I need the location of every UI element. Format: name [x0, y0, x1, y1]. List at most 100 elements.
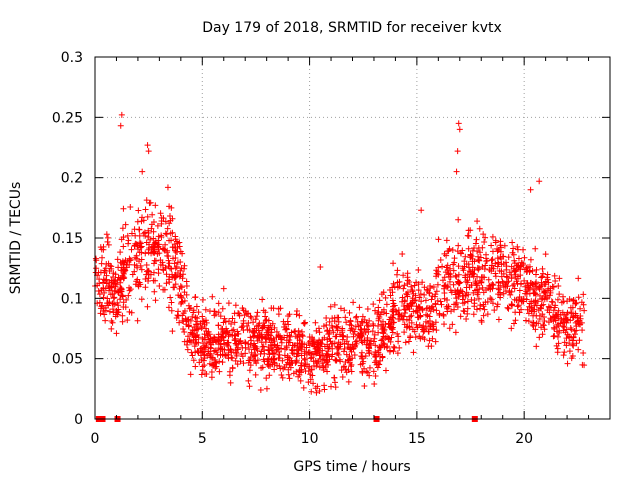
data-point	[575, 294, 582, 301]
data-point	[219, 351, 226, 358]
data-point	[401, 297, 408, 304]
data-point	[190, 357, 197, 364]
data-point	[109, 319, 116, 326]
data-point	[473, 282, 480, 289]
data-point	[250, 319, 257, 326]
x-axis-label: GPS time / hours	[293, 459, 410, 475]
data-point	[316, 364, 323, 371]
data-point	[188, 349, 195, 356]
data-point	[196, 359, 203, 366]
data-point	[418, 298, 425, 305]
data-point	[386, 335, 393, 342]
data-point	[350, 345, 357, 352]
data-point	[396, 283, 403, 290]
data-point	[185, 333, 192, 340]
data-point	[246, 346, 253, 353]
data-point	[323, 315, 330, 322]
data-point	[335, 318, 342, 325]
data-point	[414, 314, 421, 321]
data-point	[475, 295, 482, 302]
data-point	[186, 305, 193, 312]
data-point	[281, 334, 288, 341]
data-point	[313, 389, 320, 396]
data-point	[505, 305, 512, 312]
data-point	[227, 379, 234, 386]
data-point	[408, 300, 415, 307]
data-point	[472, 240, 479, 247]
data-point	[550, 284, 557, 291]
data-point	[417, 290, 424, 297]
data-point	[105, 241, 112, 248]
data-point	[324, 341, 331, 348]
data-point	[569, 304, 576, 311]
data-point	[536, 283, 543, 290]
data-point	[371, 359, 378, 366]
data-point	[166, 260, 173, 267]
data-point	[183, 283, 190, 290]
data-point	[114, 256, 121, 263]
data-point	[464, 310, 471, 317]
data-point	[159, 262, 166, 269]
data-point	[501, 242, 508, 249]
data-point	[427, 285, 434, 292]
data-point	[275, 355, 282, 362]
data-point	[280, 318, 287, 325]
data-point	[343, 369, 350, 376]
data-point	[404, 302, 411, 309]
data-point	[329, 351, 336, 358]
data-point	[301, 355, 308, 362]
data-point	[185, 322, 192, 329]
data-point	[331, 374, 338, 381]
data-point	[366, 364, 373, 371]
data-point	[238, 351, 245, 358]
data-point	[211, 348, 218, 355]
data-point	[358, 353, 365, 360]
data-point	[327, 338, 334, 345]
data-point	[301, 348, 308, 355]
data-point	[97, 244, 104, 251]
data-point	[150, 248, 157, 255]
data-point	[216, 358, 223, 365]
data-point	[406, 306, 413, 313]
data-point	[404, 293, 411, 300]
data-point	[284, 353, 291, 360]
data-point	[340, 332, 347, 339]
data-point	[555, 307, 562, 314]
data-point	[120, 270, 127, 277]
data-point	[268, 305, 275, 312]
data-point	[108, 265, 115, 272]
data-point	[415, 287, 422, 294]
data-point	[236, 338, 243, 345]
data-point	[516, 293, 523, 300]
data-point	[494, 303, 501, 310]
data-point	[172, 233, 179, 240]
data-point	[430, 326, 437, 333]
data-point	[242, 339, 249, 346]
data-point	[291, 342, 298, 349]
data-point	[455, 216, 462, 223]
data-point	[273, 328, 280, 335]
data-point	[363, 368, 370, 375]
data-point	[532, 299, 539, 306]
data-point	[271, 366, 278, 373]
data-point	[572, 310, 579, 317]
data-point	[345, 357, 352, 364]
data-point-peak	[117, 122, 124, 129]
data-point	[150, 228, 157, 235]
data-point	[549, 299, 556, 306]
data-point	[441, 321, 448, 328]
data-point	[151, 288, 158, 295]
data-point	[510, 245, 517, 252]
data-point	[229, 332, 236, 339]
data-point	[514, 243, 521, 250]
data-point	[142, 284, 149, 291]
data-point	[366, 341, 373, 348]
data-point	[554, 333, 561, 340]
data-point	[446, 278, 453, 285]
data-point	[441, 290, 448, 297]
data-point	[296, 337, 303, 344]
data-point	[148, 221, 155, 228]
data-point	[126, 261, 133, 268]
data-point	[459, 247, 466, 254]
